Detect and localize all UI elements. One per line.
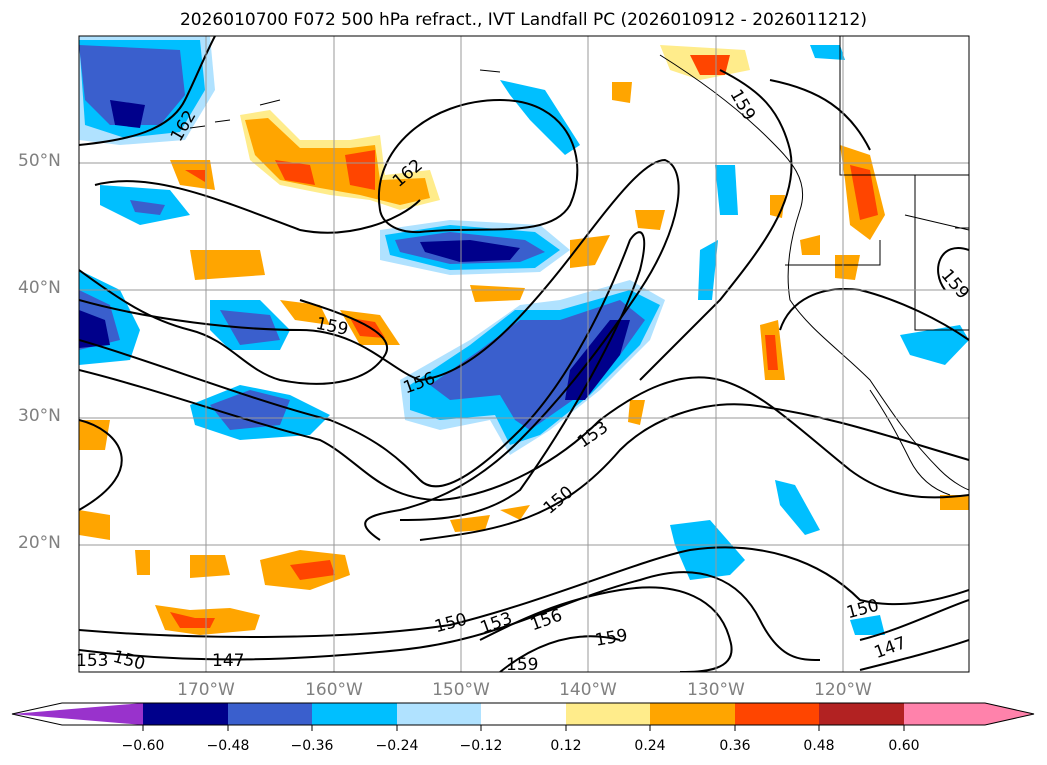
colorbar: [11, 702, 1035, 731]
lon-label: 160°W: [305, 680, 363, 700]
contour-label: 156: [528, 605, 565, 635]
lon-label: 130°W: [687, 680, 745, 700]
contour-label: 153: [574, 417, 612, 452]
shaded-fields: [79, 36, 969, 635]
coastlines: [189, 36, 969, 496]
colorbar-tick: −0.24: [375, 738, 419, 754]
contour-label: 159: [594, 625, 629, 650]
contour-label: 159: [937, 266, 973, 304]
contour-label: 150: [111, 647, 148, 675]
colorbar-extend-low: [12, 703, 143, 725]
contour-label: 150: [433, 610, 470, 638]
colorbar-tick: −0.60: [121, 738, 165, 754]
colorbar-tick: −0.12: [459, 738, 503, 754]
colorbar-extend-high: [904, 703, 1034, 725]
lat-label: 50°N: [18, 151, 61, 171]
lon-label: 150°W: [432, 680, 490, 700]
colorbar-tick: −0.36: [290, 738, 334, 754]
gridlines: [79, 36, 969, 672]
contour-label: 153: [478, 608, 515, 638]
contour-label: 147: [212, 651, 244, 671]
contour-lines: [79, 36, 969, 672]
colorbar-tick: 0.24: [634, 738, 666, 754]
colorbar-tick: 0.48: [803, 738, 835, 754]
lat-label: 40°N: [18, 278, 61, 298]
plot-title: 2026010700 F072 500 hPa refract., IVT La…: [179, 10, 867, 30]
colorbar-tick: 0.60: [888, 738, 920, 754]
lon-label: 140°W: [559, 680, 617, 700]
colorbar-tick: 0.12: [550, 738, 582, 754]
contour-label: 150: [540, 482, 578, 518]
contour-label: 159: [506, 655, 538, 675]
lat-label: 20°N: [18, 533, 61, 553]
colorbar-tick: 0.36: [719, 738, 751, 754]
lon-label: 120°W: [814, 680, 872, 700]
map-frame: [78, 35, 970, 673]
contour-label: 153: [76, 651, 108, 671]
lon-label: 170°W: [177, 680, 235, 700]
colorbar-tick: −0.48: [206, 738, 250, 754]
lat-label: 30°N: [18, 406, 61, 426]
